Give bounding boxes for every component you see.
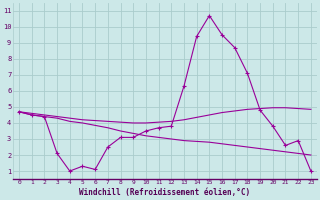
X-axis label: Windchill (Refroidissement éolien,°C): Windchill (Refroidissement éolien,°C) xyxy=(79,188,251,197)
